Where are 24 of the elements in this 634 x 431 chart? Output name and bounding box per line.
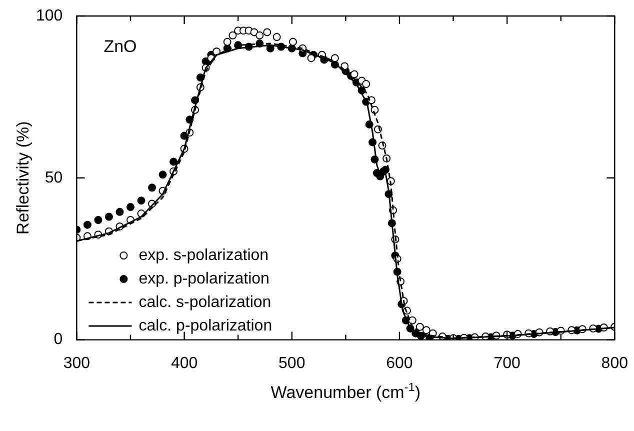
x-tick-label: 400 (170, 354, 198, 372)
point (116, 208, 124, 216)
annotation: ZnO (104, 37, 137, 56)
legend-label: calc. p-polarization (138, 317, 272, 334)
x-tick-label: 500 (278, 354, 306, 372)
point (158, 170, 167, 179)
point (137, 196, 146, 205)
y-tick-label: 100 (36, 7, 63, 24)
y-tick-label: 0 (54, 331, 63, 348)
legend-label: exp. p-polarization (138, 270, 270, 288)
point (148, 184, 156, 192)
point (94, 216, 102, 224)
x-tick-label: 300 (63, 354, 90, 372)
y-tick-label: 50 (44, 169, 63, 186)
y-axis-title: Reflectivity (%) (14, 121, 33, 235)
point (126, 203, 134, 212)
legend-label: calc. s-polarization (138, 294, 272, 311)
point (104, 212, 113, 221)
point (83, 220, 92, 229)
x-tick-label: 600 (386, 354, 413, 372)
x-tick-label: 800 (601, 354, 628, 372)
point (170, 158, 178, 166)
legend-label: exp. s-polarization (138, 246, 269, 264)
x-tick-label: 700 (494, 354, 521, 372)
